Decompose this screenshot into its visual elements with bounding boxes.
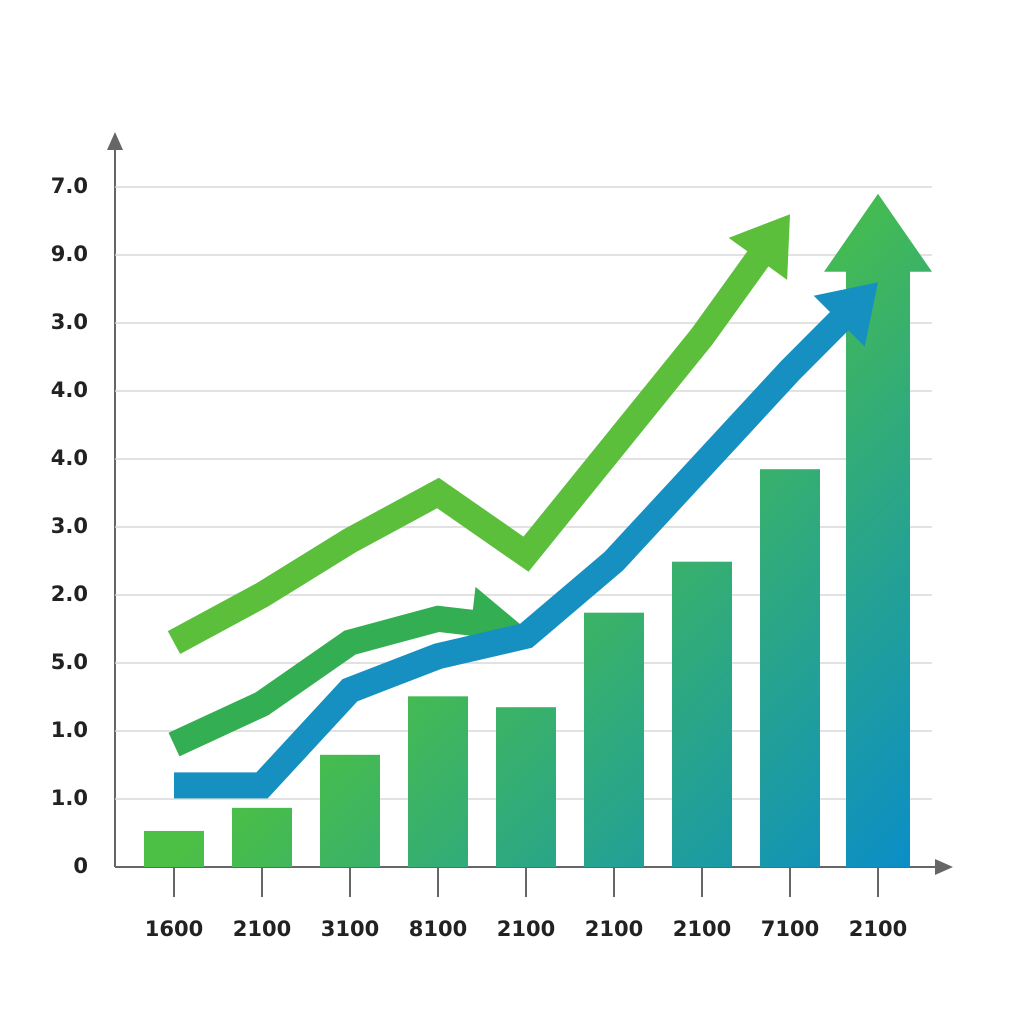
bar — [320, 754, 380, 867]
line-series — [167, 239, 778, 655]
y-tick-label: 4.0 — [51, 446, 88, 470]
bar — [760, 469, 820, 867]
x-tick-label: 2100 — [585, 917, 643, 941]
y-tick-label: 1.0 — [51, 718, 88, 742]
bar — [232, 807, 292, 867]
y-tick-label: 3.0 — [51, 310, 88, 334]
line-arrowhead — [813, 282, 878, 347]
line-series — [168, 605, 488, 757]
y-tick-label: 9.0 — [51, 242, 88, 266]
x-tick-label: 2100 — [849, 917, 907, 941]
line-series — [174, 301, 859, 799]
x-tick-label: 7100 — [761, 917, 819, 941]
bar — [672, 561, 732, 867]
bar — [584, 612, 644, 867]
y-tick-label: 2.0 — [51, 582, 88, 606]
bar — [496, 707, 556, 867]
y-tick-label: 1.0 — [51, 786, 88, 810]
x-axis-arrow — [935, 859, 953, 875]
x-tick-label: 8100 — [409, 917, 467, 941]
y-tick-label: 7.0 — [51, 174, 88, 198]
y-tick-label: 5.0 — [51, 650, 88, 674]
x-tick-label: 2100 — [233, 917, 291, 941]
y-tick-label: 4.0 — [51, 378, 88, 402]
bar — [144, 830, 204, 867]
bar — [408, 696, 468, 867]
y-tick-label: 0 — [73, 854, 88, 878]
bar — [824, 193, 932, 868]
x-tick-label: 1600 — [145, 917, 203, 941]
y-tick-label: 3.0 — [51, 514, 88, 538]
x-tick-label: 2100 — [497, 917, 555, 941]
line-arrowhead — [728, 214, 790, 280]
y-axis-arrow — [107, 132, 123, 150]
x-tick-label: 3100 — [321, 917, 379, 941]
x-tick-label: 2100 — [673, 917, 731, 941]
